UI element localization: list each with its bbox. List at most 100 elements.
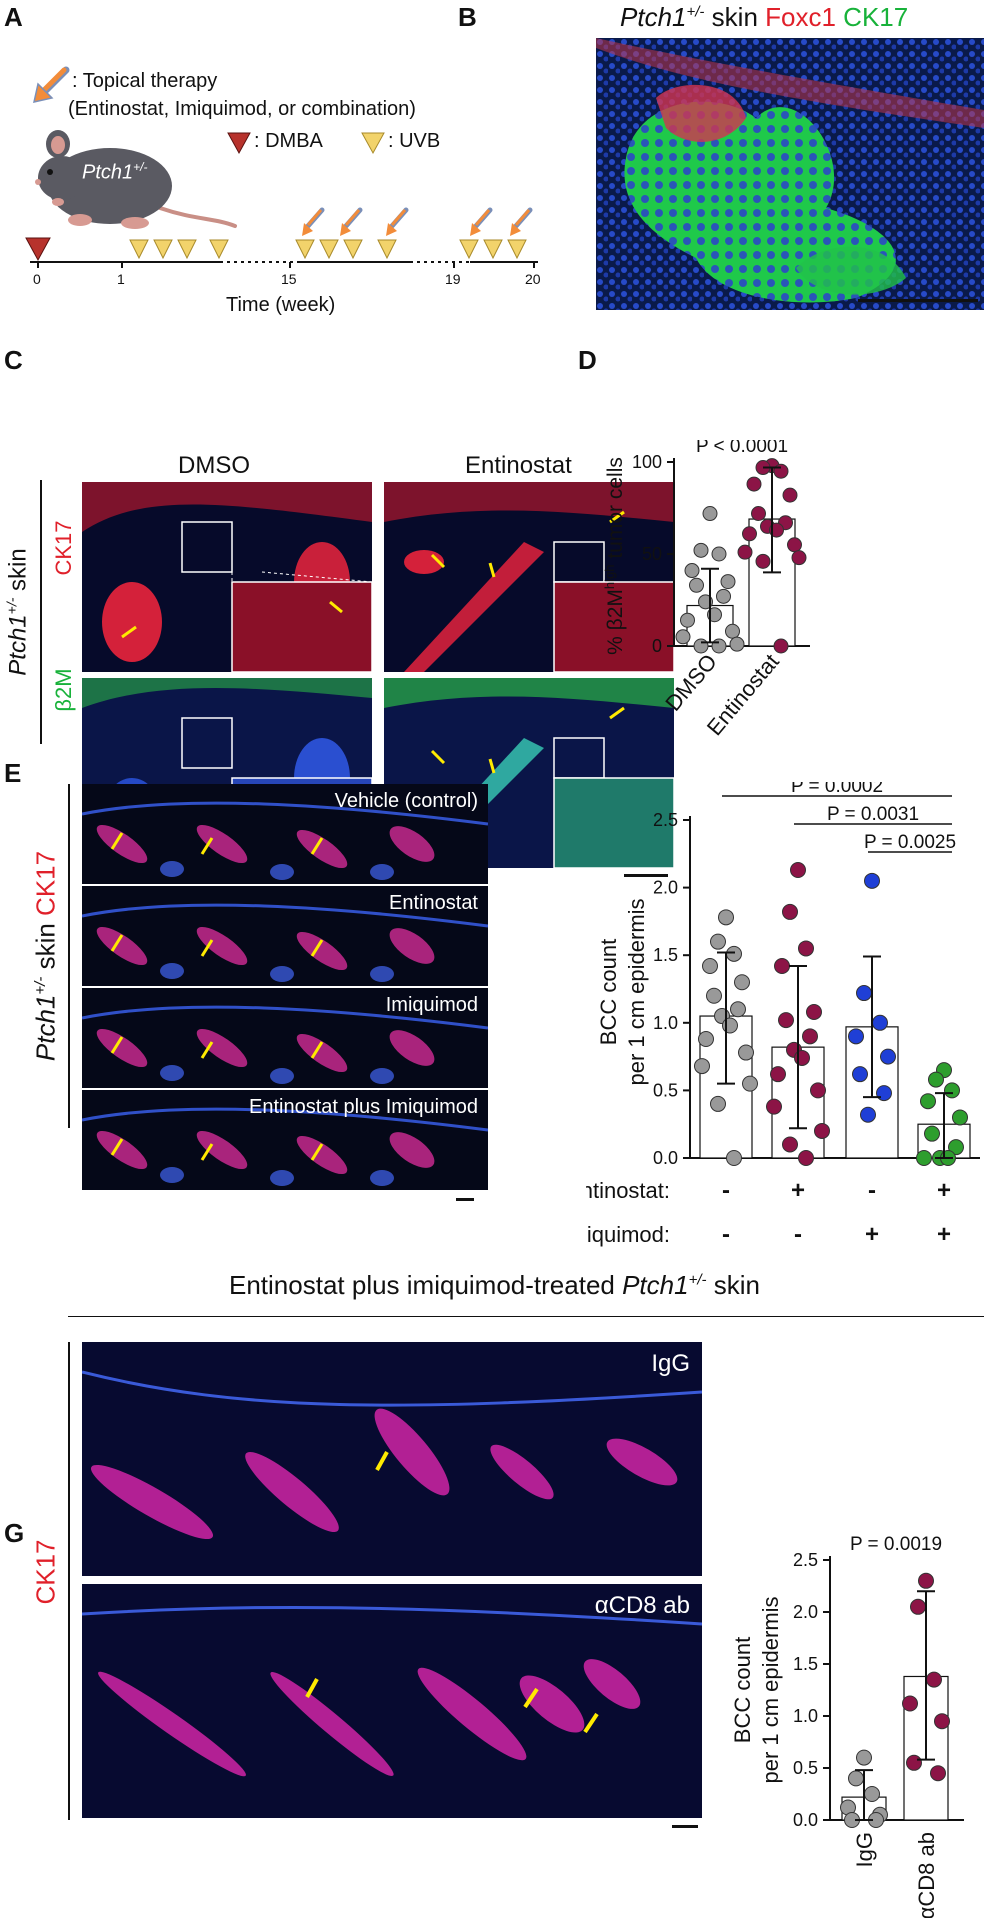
- point-0-2: [864, 1786, 880, 1802]
- sign-imiquimod-3: +: [937, 1221, 951, 1248]
- y-tick-label-0: 0: [652, 636, 662, 656]
- y-axis-label-f-1: BCC count: [596, 939, 621, 1045]
- legend-therapy-title: : Topical therapy: [72, 70, 218, 92]
- point-2-5: [852, 1066, 868, 1083]
- timeline-tick-0: 0: [33, 271, 41, 287]
- point-0-11: [675, 629, 691, 645]
- point-1-0: [918, 1572, 934, 1589]
- point-2-3: [848, 1028, 864, 1045]
- sign-imiquimod-1: -: [794, 1221, 802, 1248]
- y-tick-label-3: 1.5: [653, 945, 678, 965]
- panel-label-c: C: [4, 345, 23, 375]
- panel-label-a: A: [4, 2, 23, 32]
- point-0-8: [722, 1017, 738, 1034]
- y-axis-label-d: % β2Mhigh tumor cells: [602, 457, 627, 655]
- panel-c-col-dmso: DMSO: [178, 452, 250, 479]
- point-0-4: [720, 574, 736, 590]
- sign-entinostat-3: +: [937, 1177, 951, 1204]
- legend-uvb: : UVB: [388, 130, 441, 152]
- point-1-5: [751, 506, 766, 522]
- point-1-11: [766, 1098, 782, 1115]
- p-value-d: P < 0.0001: [696, 440, 788, 457]
- mouse-genotype-label: Ptch1+/-: [82, 160, 148, 184]
- sign-entinostat-2: -: [868, 1177, 876, 1204]
- y-tick-label-1: 50: [642, 544, 662, 564]
- point-1-13: [782, 1136, 798, 1153]
- timeline-tick-1: 1: [117, 271, 125, 287]
- y-axis-label-h-1: BCC count: [730, 1637, 755, 1743]
- panel-e-image-stack: Vehicle (control) Entinostat Imiquimod Enti…: [82, 784, 488, 1192]
- point-1-10: [787, 537, 802, 553]
- point-0-3: [684, 563, 700, 579]
- panel-c-scale-bar: [624, 874, 668, 877]
- point-0-14: [711, 638, 727, 654]
- point-1-3: [902, 1695, 918, 1712]
- timeline: [25, 207, 538, 268]
- point-3-3: [920, 1093, 936, 1110]
- panel-g-acd8: αCD8 ab: [82, 1584, 702, 1818]
- point-3-9: [916, 1150, 932, 1166]
- point-3-4: [952, 1109, 968, 1126]
- point-1-4: [806, 1003, 822, 1020]
- comparison-label-2: P = 0.0025: [864, 832, 956, 853]
- point-2-2: [872, 1014, 888, 1031]
- point-2-7: [860, 1106, 876, 1123]
- panel-g-igg: IgG: [82, 1342, 702, 1576]
- uvb-icon: [361, 132, 385, 155]
- p-value-h: P = 0.0019: [850, 1534, 942, 1555]
- point-0-0: [718, 909, 734, 926]
- timeline-tick-19: 19: [445, 271, 461, 287]
- point-1-6: [930, 1765, 946, 1782]
- mouse-illustration: [35, 130, 237, 229]
- point-0-9: [680, 612, 695, 628]
- point-1-3: [746, 476, 762, 492]
- point-0-12: [742, 1075, 758, 1092]
- point-2-6: [876, 1085, 892, 1102]
- point-1-13: [755, 553, 771, 569]
- comparison-label-0: P = 0.0002: [791, 782, 883, 797]
- point-1-14: [798, 1150, 814, 1166]
- y-tick-label-0: 0.0: [653, 1148, 678, 1168]
- x-tick-label-h-1: αCD8 ab: [914, 1832, 939, 1918]
- point-2-0: [864, 872, 880, 889]
- panel-c-dmso-ck17: [82, 482, 372, 672]
- panel-label-d: D: [578, 345, 597, 375]
- point-0-4: [734, 974, 750, 991]
- timeline-tick-15: 15: [281, 271, 297, 287]
- chart-f: 0.0 0.5 1.0 1.5 2.0 2.5 P = 0.0002 P = 0.0031 P …: [586, 782, 980, 1248]
- point-0-13: [710, 1095, 726, 1112]
- point-2-1: [856, 985, 872, 1002]
- panel-c-col-entinostat: Entinostat: [465, 452, 572, 479]
- row-label-imiquimod: Imiquimod:: [586, 1222, 670, 1247]
- point-0-0: [702, 506, 718, 522]
- panel-e-label-3: Imiquimod: [385, 994, 478, 1016]
- timeline-axis-label: Time (week): [226, 294, 336, 316]
- panel-a: : Topical therapy (Entinostat, Imiquimod…: [0, 0, 560, 330]
- legend-dmba: : DMBA: [254, 130, 323, 152]
- panel-label-g: G: [4, 1518, 25, 1548]
- y-tick-label-2: 100: [632, 452, 662, 472]
- point-1-2: [773, 463, 789, 479]
- point-1-1: [782, 903, 798, 920]
- x-tick-label-d-0: DMSO: [660, 649, 722, 716]
- legend-therapy-detail: (Entinostat, Imiquimod, or combination): [68, 98, 416, 120]
- panel-e-scale-bar: [456, 1198, 474, 1201]
- section-title: Entinostat plus imiquimod-treated Ptch1+…: [229, 1270, 760, 1300]
- sign-entinostat-0: -: [722, 1177, 730, 1204]
- point-3-6: [948, 1139, 964, 1156]
- point-1-4: [782, 487, 798, 503]
- x-tick-label-h-0: IgG: [852, 1832, 877, 1867]
- point-1-2: [798, 940, 814, 957]
- panel-label-b: B: [458, 2, 477, 32]
- point-0-10: [725, 623, 740, 639]
- point-3-1: [928, 1071, 944, 1088]
- point-2-4: [880, 1048, 896, 1065]
- point-0-2: [711, 546, 727, 562]
- point-0-1: [693, 542, 709, 558]
- point-1-11: [737, 544, 753, 560]
- scale-bar: [858, 299, 978, 302]
- point-0-5: [706, 987, 722, 1004]
- y-tick-label-4: 2.0: [793, 1602, 818, 1622]
- therapy-arrow-icon: [33, 66, 70, 103]
- point-3-5: [924, 1125, 940, 1142]
